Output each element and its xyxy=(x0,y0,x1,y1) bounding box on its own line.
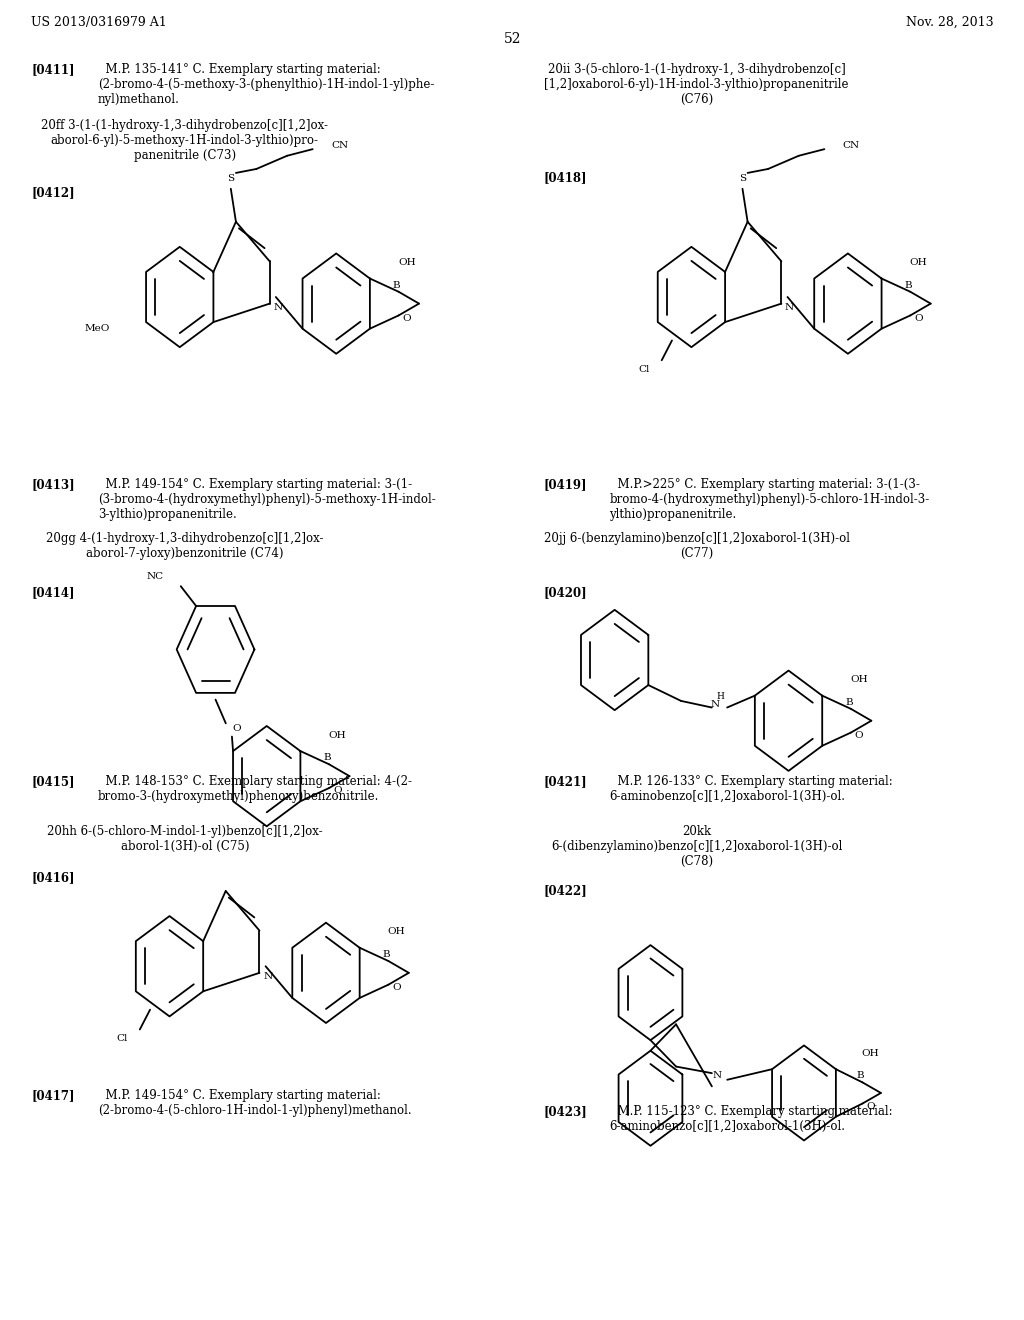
Text: 20ff 3-(1-(1-hydroxy-1,3-dihydrobenzo[c][1,2]ox-
aborol-6-yl)-5-methoxy-1H-indol: 20ff 3-(1-(1-hydroxy-1,3-dihydrobenzo[c]… xyxy=(41,119,329,162)
Text: O: O xyxy=(333,787,342,795)
Text: Nov. 28, 2013: Nov. 28, 2013 xyxy=(905,16,993,29)
Text: S: S xyxy=(227,174,234,182)
Text: N: N xyxy=(711,701,720,709)
Text: N: N xyxy=(713,1072,722,1080)
Text: OH: OH xyxy=(850,676,868,684)
Text: B: B xyxy=(324,754,331,762)
Text: CN: CN xyxy=(843,141,860,149)
Text: B: B xyxy=(857,1072,864,1080)
Text: 20jj 6-(benzylamino)benzo[c][1,2]oxaborol-1(3H)-ol
(C77): 20jj 6-(benzylamino)benzo[c][1,2]oxaboro… xyxy=(544,532,850,560)
Text: [0420]: [0420] xyxy=(543,586,587,599)
Text: OH: OH xyxy=(398,259,416,267)
Text: 20gg 4-(1-hydroxy-1,3-dihydrobenzo[c][1,2]ox-
aborol-7-yloxy)benzonitrile (C74): 20gg 4-(1-hydroxy-1,3-dihydrobenzo[c][1,… xyxy=(46,532,324,560)
Text: N: N xyxy=(785,304,795,312)
Text: [0419]: [0419] xyxy=(543,478,587,491)
Text: MeO: MeO xyxy=(85,325,111,333)
Text: CN: CN xyxy=(331,141,348,149)
Text: [0411]: [0411] xyxy=(32,63,75,77)
Text: N: N xyxy=(263,973,272,981)
Text: M.P. 149-154° C. Exemplary starting material: 3-(1-
(3-bromo-4-(hydroxymethyl)ph: M.P. 149-154° C. Exemplary starting mate… xyxy=(98,478,435,521)
Text: OH: OH xyxy=(862,1049,880,1057)
Text: 20hh 6-(5-chloro-M-indol-1-yl)benzo[c][1,2]ox-
aborol-1(3H)-ol (C75): 20hh 6-(5-chloro-M-indol-1-yl)benzo[c][1… xyxy=(47,825,323,853)
Text: O: O xyxy=(392,983,400,991)
Text: US 2013/0316979 A1: US 2013/0316979 A1 xyxy=(32,16,167,29)
Text: H: H xyxy=(716,693,724,701)
Text: [0412]: [0412] xyxy=(32,186,75,199)
Text: 20kk
6-(dibenzylamino)benzo[c][1,2]oxaborol-1(3H)-ol
(C78): 20kk 6-(dibenzylamino)benzo[c][1,2]oxabo… xyxy=(551,825,842,869)
Text: [0417]: [0417] xyxy=(32,1089,75,1102)
Text: B: B xyxy=(392,281,400,289)
Text: [0422]: [0422] xyxy=(543,884,587,898)
Text: O: O xyxy=(914,314,923,322)
Text: O: O xyxy=(231,725,241,733)
Text: B: B xyxy=(382,950,390,958)
Text: [0423]: [0423] xyxy=(543,1105,587,1118)
Text: [0413]: [0413] xyxy=(32,478,75,491)
Text: S: S xyxy=(739,174,746,182)
Text: 20ii 3-(5-chloro-1-(1-hydroxy-1, 3-dihydrobenzo[c]
[1,2]oxaborol-6-yl)-1H-indol-: 20ii 3-(5-chloro-1-(1-hydroxy-1, 3-dihyd… xyxy=(545,63,849,107)
Text: M.P. 115-123° C. Exemplary starting material:
6-aminobenzo[c][1,2]oxaborol-1(3H): M.P. 115-123° C. Exemplary starting mate… xyxy=(609,1105,892,1133)
Text: B: B xyxy=(904,281,912,289)
Text: O: O xyxy=(402,314,411,322)
Text: [0416]: [0416] xyxy=(32,871,75,884)
Text: [0421]: [0421] xyxy=(543,775,587,788)
Text: OH: OH xyxy=(329,731,346,739)
Text: Cl: Cl xyxy=(116,1034,128,1043)
Text: [0414]: [0414] xyxy=(32,586,75,599)
Text: M.P. 135-141° C. Exemplary starting material:
(2-bromo-4-(5-methoxy-3-(phenylthi: M.P. 135-141° C. Exemplary starting mate… xyxy=(98,63,434,107)
Text: M.P. 148-153° C. Exemplary starting material: 4-(2-
bromo-3-(hydroxymethyl)pheno: M.P. 148-153° C. Exemplary starting mate… xyxy=(98,775,412,803)
Text: Cl: Cl xyxy=(638,364,649,374)
Text: O: O xyxy=(866,1102,874,1110)
Text: [0415]: [0415] xyxy=(32,775,75,788)
Text: B: B xyxy=(845,698,853,706)
Text: 52: 52 xyxy=(504,32,521,46)
Text: M.P. 126-133° C. Exemplary starting material:
6-aminobenzo[c][1,2]oxaborol-1(3H): M.P. 126-133° C. Exemplary starting mate… xyxy=(609,775,892,803)
Text: OH: OH xyxy=(388,928,406,936)
Text: N: N xyxy=(273,304,283,312)
Text: O: O xyxy=(855,731,863,739)
Text: M.P. 149-154° C. Exemplary starting material:
(2-bromo-4-(5-chloro-1H-indol-1-yl: M.P. 149-154° C. Exemplary starting mate… xyxy=(98,1089,412,1117)
Text: OH: OH xyxy=(909,259,927,267)
Text: NC: NC xyxy=(146,573,164,582)
Text: [0418]: [0418] xyxy=(543,172,587,185)
Text: M.P.>225° C. Exemplary starting material: 3-(1-(3-
bromo-4-(hydroxymethyl)phenyl: M.P.>225° C. Exemplary starting material… xyxy=(609,478,930,521)
